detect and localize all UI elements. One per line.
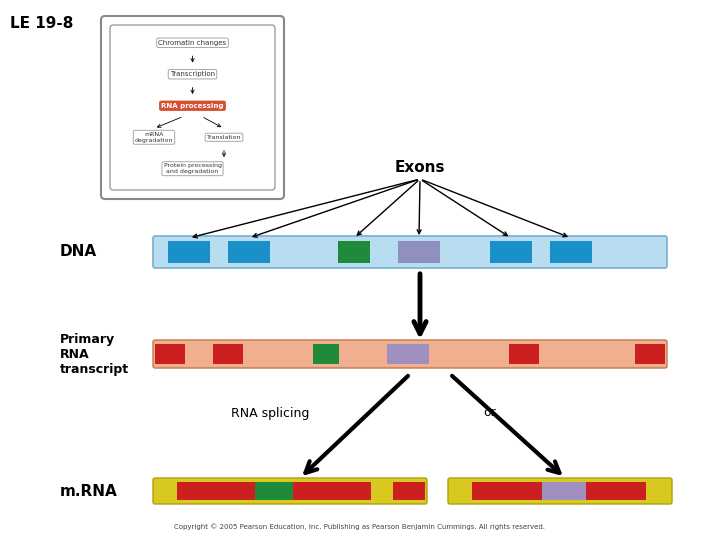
Bar xyxy=(398,241,440,263)
Bar xyxy=(393,482,425,500)
Bar xyxy=(313,344,339,364)
Bar xyxy=(228,241,270,263)
Bar xyxy=(635,344,665,364)
Bar xyxy=(371,482,393,500)
Text: Exons: Exons xyxy=(395,160,445,175)
Bar xyxy=(586,482,646,500)
Bar xyxy=(293,482,371,500)
FancyBboxPatch shape xyxy=(153,478,427,504)
Bar xyxy=(213,344,243,364)
Text: RNA splicing: RNA splicing xyxy=(231,407,309,420)
Bar xyxy=(429,344,509,364)
Text: DNA: DNA xyxy=(60,245,97,260)
FancyBboxPatch shape xyxy=(153,340,667,368)
Bar xyxy=(542,482,586,500)
Bar xyxy=(168,241,210,263)
FancyBboxPatch shape xyxy=(448,478,672,504)
Text: LE 19-8: LE 19-8 xyxy=(10,16,73,31)
Text: m.RNA: m.RNA xyxy=(60,483,118,498)
Bar xyxy=(450,482,472,500)
Bar xyxy=(155,482,177,500)
Text: Primary
RNA
transcript: Primary RNA transcript xyxy=(60,333,129,375)
Text: or: or xyxy=(484,407,496,420)
Bar xyxy=(155,344,185,364)
Text: Translation: Translation xyxy=(207,135,241,140)
Text: Copyright © 2005 Pearson Education, Inc. Publishing as Pearson Benjamin Cummings: Copyright © 2005 Pearson Education, Inc.… xyxy=(174,523,546,530)
Bar xyxy=(472,482,542,500)
Bar xyxy=(339,344,387,364)
FancyBboxPatch shape xyxy=(153,236,667,268)
Bar xyxy=(646,482,668,500)
FancyBboxPatch shape xyxy=(110,25,275,190)
Text: Transcription: Transcription xyxy=(170,71,215,77)
Text: Chromatin changes: Chromatin changes xyxy=(158,40,227,46)
Bar xyxy=(539,344,635,364)
FancyBboxPatch shape xyxy=(101,16,284,199)
Text: mRNA
degradation: mRNA degradation xyxy=(135,132,174,143)
Bar xyxy=(255,482,293,500)
Bar xyxy=(490,241,532,263)
Bar xyxy=(185,344,213,364)
Bar xyxy=(243,344,313,364)
Bar xyxy=(387,344,429,364)
Bar xyxy=(509,344,539,364)
Text: Protein processing
and degradation: Protein processing and degradation xyxy=(163,163,222,174)
Bar xyxy=(550,241,592,263)
Bar xyxy=(177,482,255,500)
Bar xyxy=(338,241,370,263)
Text: RNA processing: RNA processing xyxy=(161,103,224,109)
